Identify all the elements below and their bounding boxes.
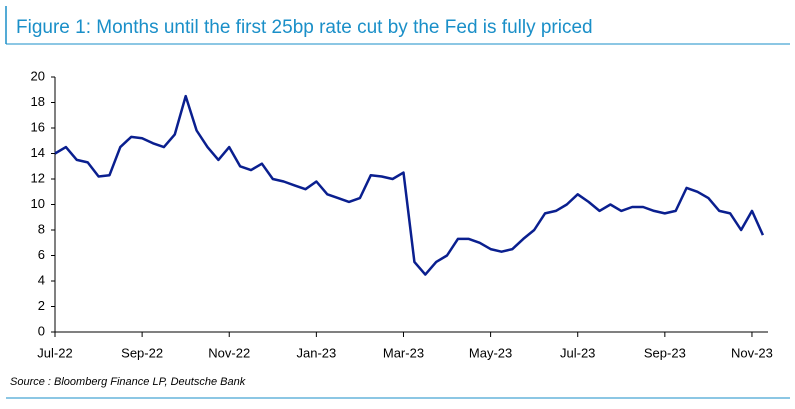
y-tick-label: 18 (31, 94, 45, 109)
y-tick-label: 14 (31, 145, 45, 160)
x-tick-label: Sep-23 (644, 345, 686, 360)
y-tick-label: 4 (38, 272, 45, 287)
x-tick-label: Mar-23 (383, 345, 424, 360)
y-tick-label: 12 (31, 170, 45, 185)
y-tick-label: 6 (38, 247, 45, 262)
x-tick-label: Nov-22 (208, 345, 250, 360)
y-tick-label: 0 (38, 323, 45, 338)
y-tick-label: 16 (31, 119, 45, 134)
x-tick-label: Nov-23 (731, 345, 773, 360)
x-tick-label: Jul-23 (560, 345, 595, 360)
y-tick-label: 20 (31, 68, 45, 83)
x-tick-label: May-23 (469, 345, 512, 360)
x-tick-label: Jan-23 (296, 345, 336, 360)
y-tick-label: 2 (38, 298, 45, 313)
chart-title: Figure 1: Months until the first 25bp ra… (16, 17, 593, 38)
data-line (54, 94, 765, 276)
y-tick-label: 10 (31, 196, 45, 211)
y-tick-label: 8 (38, 221, 45, 236)
source-note: Source : Bloomberg Finance LP, Deutsche … (10, 376, 246, 388)
x-tick-label: Sep-22 (121, 345, 163, 360)
x-tick-label: Jul-22 (37, 345, 72, 360)
